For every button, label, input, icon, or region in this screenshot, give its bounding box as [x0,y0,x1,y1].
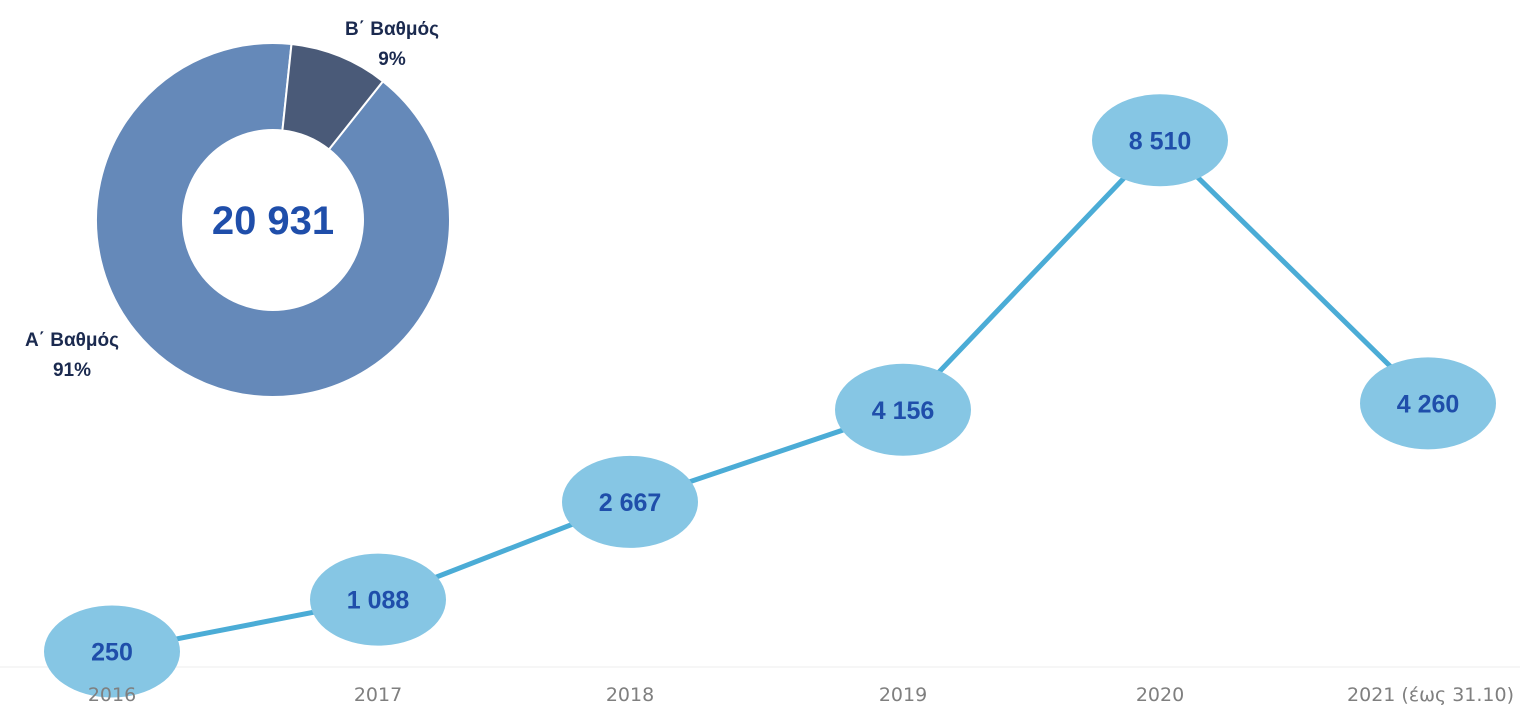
data-label: 1 088 [347,587,410,615]
data-point-marker [310,553,446,646]
data-label: 4 156 [872,397,935,425]
data-point-marker [1360,357,1496,450]
data-label: 8 510 [1129,127,1192,155]
data-point-marker [44,605,180,698]
data-point-marker [835,363,971,456]
slice-percent-label: 91% [53,360,91,381]
data-label: 2 667 [599,489,662,517]
line-chart: 250 1 088 2 667 4 156 8 510 4 260 2016 2017 2018… [0,94,1520,706]
x-tick-label: 2019 [879,684,927,706]
data-point-marker [1092,94,1228,187]
slice-name-label: Α΄ Βαθμός [25,330,119,351]
donut-slice [281,42,385,151]
donut-center-total: 20 931 [212,199,334,243]
x-tick-label: 2018 [606,684,654,706]
data-label: 4 260 [1397,390,1460,418]
slice-name-label: Β΄ Βαθμός [345,19,439,40]
donut-slice [95,42,451,398]
x-tick-label: 2021 (έως 31.10) [1347,684,1514,706]
data-point-marker [562,455,698,548]
x-tick-label: 2017 [354,684,402,706]
donut-chart: 20 931 Α΄ Βαθμός 91% Β΄ Βαθμός 9% [25,19,451,398]
slice-percent-label: 9% [378,49,406,70]
data-label: 250 [91,639,133,667]
x-tick-label: 2020 [1136,684,1184,706]
x-tick-label: 2016 [88,684,136,706]
